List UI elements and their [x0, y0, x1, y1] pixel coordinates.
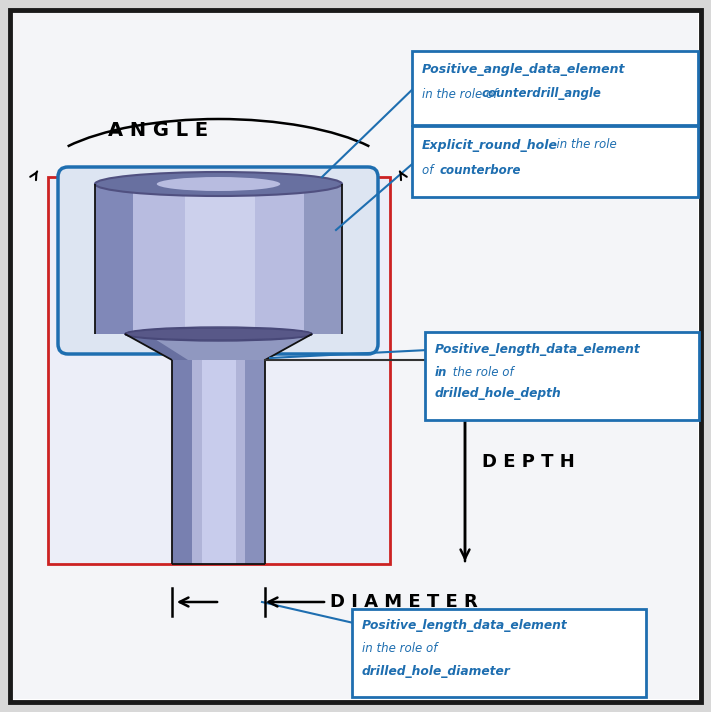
Text: Positive_angle_data_element: Positive_angle_data_element — [422, 63, 626, 75]
Text: D I A M E T E R: D I A M E T E R — [330, 593, 478, 611]
Ellipse shape — [95, 172, 342, 196]
Polygon shape — [95, 184, 133, 334]
Text: Positive_length_data_element: Positive_length_data_element — [362, 619, 568, 632]
Text: counterdrill_angle: counterdrill_angle — [482, 88, 602, 100]
FancyBboxPatch shape — [13, 13, 698, 699]
Ellipse shape — [125, 327, 312, 341]
Polygon shape — [304, 184, 342, 334]
Text: in the role of: in the role of — [362, 642, 437, 656]
Polygon shape — [172, 360, 192, 564]
Polygon shape — [185, 184, 255, 334]
Polygon shape — [95, 184, 342, 334]
FancyBboxPatch shape — [412, 126, 698, 197]
Ellipse shape — [125, 328, 312, 340]
Polygon shape — [125, 334, 312, 360]
Text: Positive_length_data_element: Positive_length_data_element — [435, 343, 641, 357]
Ellipse shape — [156, 177, 280, 191]
Text: the role of: the role of — [449, 365, 513, 379]
FancyBboxPatch shape — [352, 609, 646, 697]
FancyBboxPatch shape — [10, 10, 701, 702]
Polygon shape — [245, 360, 265, 564]
FancyBboxPatch shape — [412, 51, 698, 125]
FancyBboxPatch shape — [425, 332, 699, 420]
Polygon shape — [172, 360, 265, 564]
Text: in the role of: in the role of — [422, 88, 501, 100]
Text: in the role: in the role — [549, 139, 616, 152]
Text: D E P T H: D E P T H — [482, 453, 574, 471]
Text: drilled_hole_diameter: drilled_hole_diameter — [362, 666, 510, 679]
Bar — [48, 177, 390, 564]
Text: drilled_hole_depth: drilled_hole_depth — [435, 387, 562, 400]
Text: in: in — [435, 365, 447, 379]
Text: A N G L E: A N G L E — [108, 120, 208, 140]
Polygon shape — [202, 360, 236, 564]
Polygon shape — [125, 334, 188, 360]
FancyBboxPatch shape — [58, 167, 378, 354]
Text: counterbore: counterbore — [440, 164, 521, 177]
Text: of: of — [422, 164, 437, 177]
Text: Explicit_round_hole: Explicit_round_hole — [422, 139, 558, 152]
